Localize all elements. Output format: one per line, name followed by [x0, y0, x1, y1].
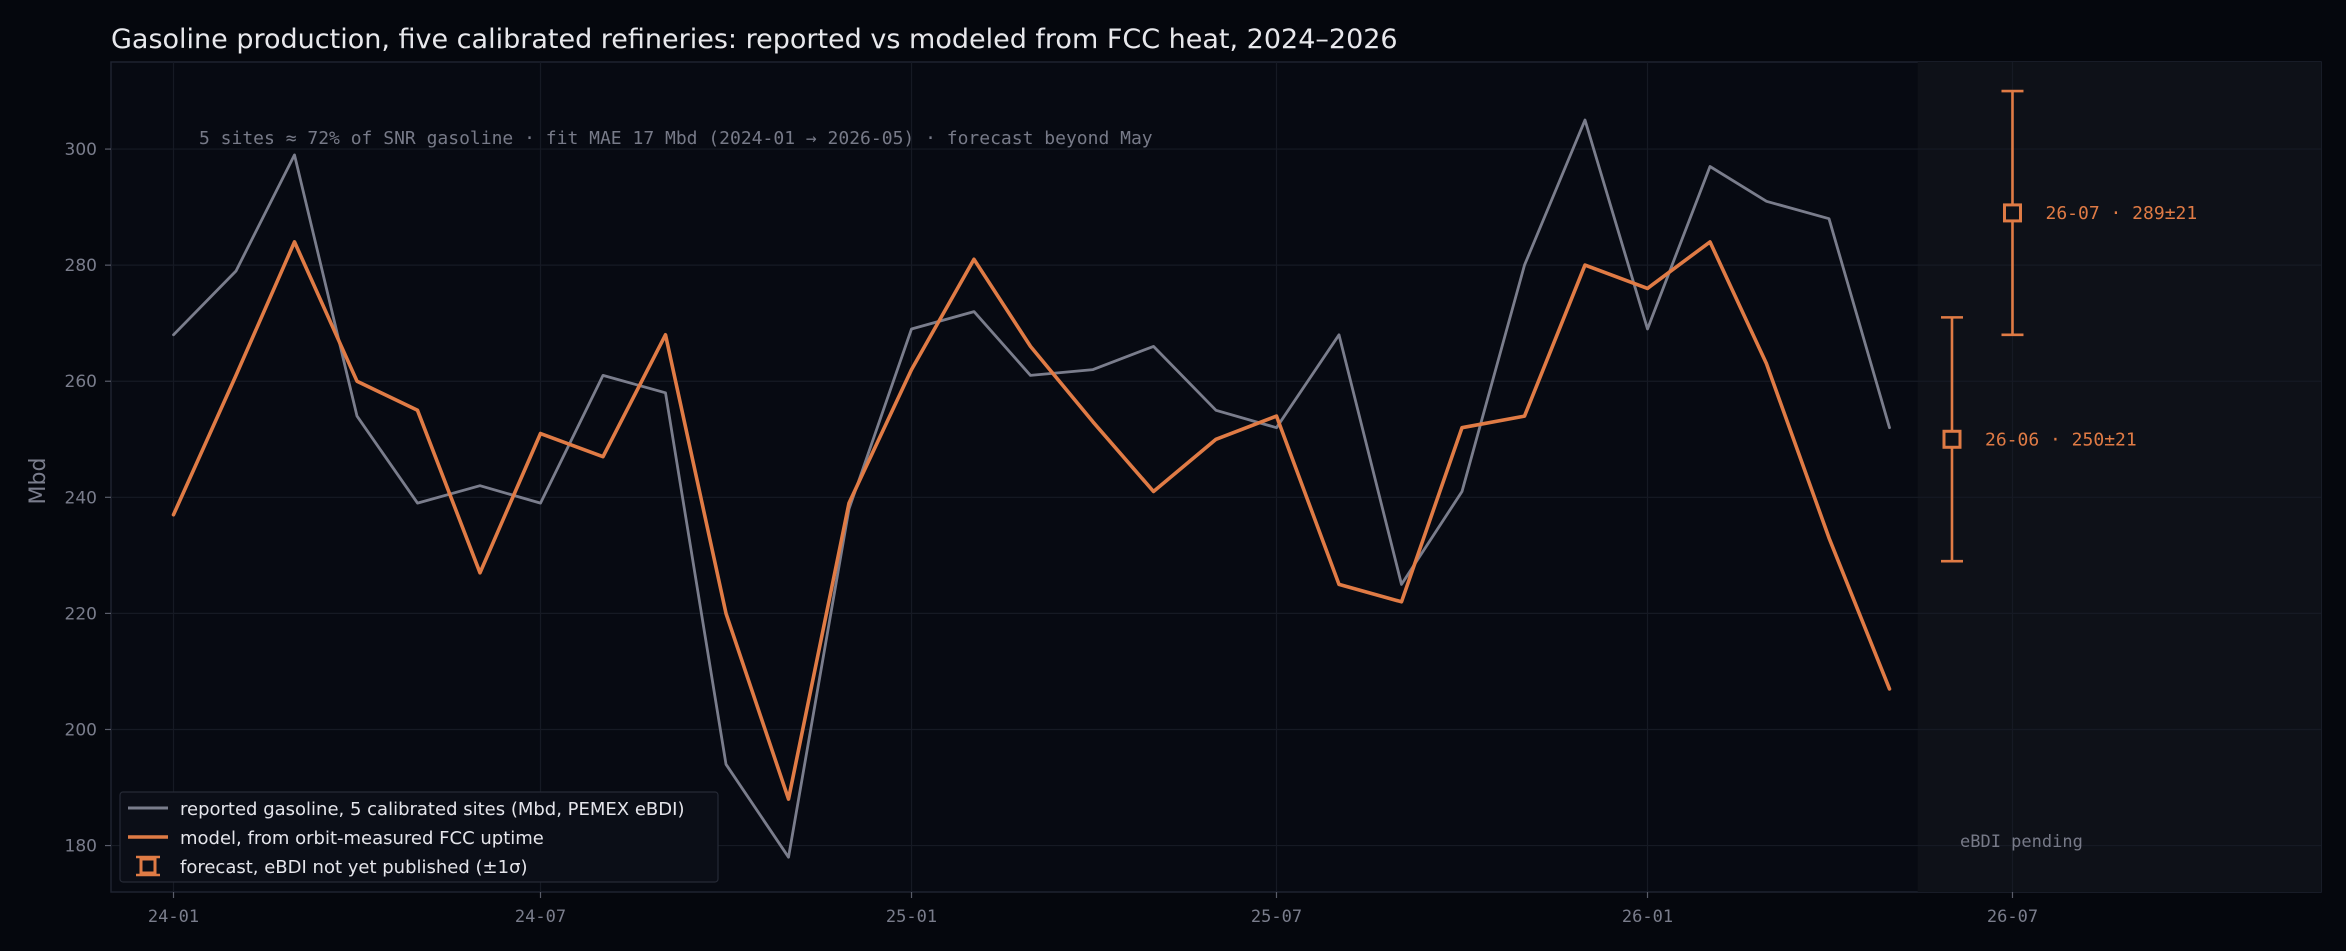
pending-shade: [1917, 62, 2321, 892]
x-tick-label: 25-01: [886, 907, 937, 927]
legend: reported gasoline, 5 calibrated sites (M…: [119, 791, 719, 883]
y-tick-label: 280: [65, 256, 97, 276]
legend-label-forecast: forecast, eBDI not yet published (±1σ): [180, 857, 528, 878]
pending-shade-region: [1917, 62, 2321, 892]
legend-swatch-forecast: [136, 855, 160, 877]
chart-title: Gasoline production, five calibrated ref…: [111, 24, 1398, 55]
x-tick-label: 26-01: [1622, 907, 1673, 927]
forecast-point: 26-06 · 250±21: [1940, 316, 2137, 563]
y-tick-label: 240: [65, 488, 97, 508]
legend-label-reported: reported gasoline, 5 calibrated sites (M…: [180, 799, 684, 820]
y-tick-label: 180: [65, 837, 97, 857]
forecast-point: 26-07 · 289±21: [2001, 89, 2197, 337]
forecast-marker: [1942, 429, 1962, 449]
legend-box: [119, 791, 719, 883]
chart-annotation: 5 sites ≈ 72% of SNR gasoline · fit MAE …: [199, 128, 1153, 149]
forecast: 26-06 · 250±21 26-07 · 289±21: [1940, 89, 2197, 563]
x-tick-label: 26-07: [1987, 907, 2038, 927]
pending-label: eBDI pending: [1960, 832, 2083, 852]
y-tick-label: 200: [65, 720, 97, 740]
x-tick-label: 24-01: [148, 907, 199, 927]
y-tick-label: 300: [65, 140, 97, 160]
model-series-line: [171, 240, 1892, 801]
legend-label-model: model, from orbit-measured FCC uptime: [180, 828, 544, 849]
y-tick-label: 220: [65, 604, 97, 624]
y-tick-label: 260: [65, 372, 97, 392]
y-axis-label: Mbd: [26, 458, 51, 505]
x-tick-label: 25-07: [1251, 907, 1302, 927]
x-tick-label: 24-07: [515, 907, 566, 927]
forecast-label: 26-06 · 250±21: [1985, 429, 2137, 450]
axis-ticks: 180 200 220 240 260 280 300 24-01 24-07 25-01 25-0…: [65, 140, 2039, 927]
reported-series-line: [172, 118, 1891, 859]
forecast-marker: [2002, 203, 2022, 223]
series: [171, 118, 1892, 859]
forecast-label: 26-07 · 289±21: [2045, 203, 2197, 224]
